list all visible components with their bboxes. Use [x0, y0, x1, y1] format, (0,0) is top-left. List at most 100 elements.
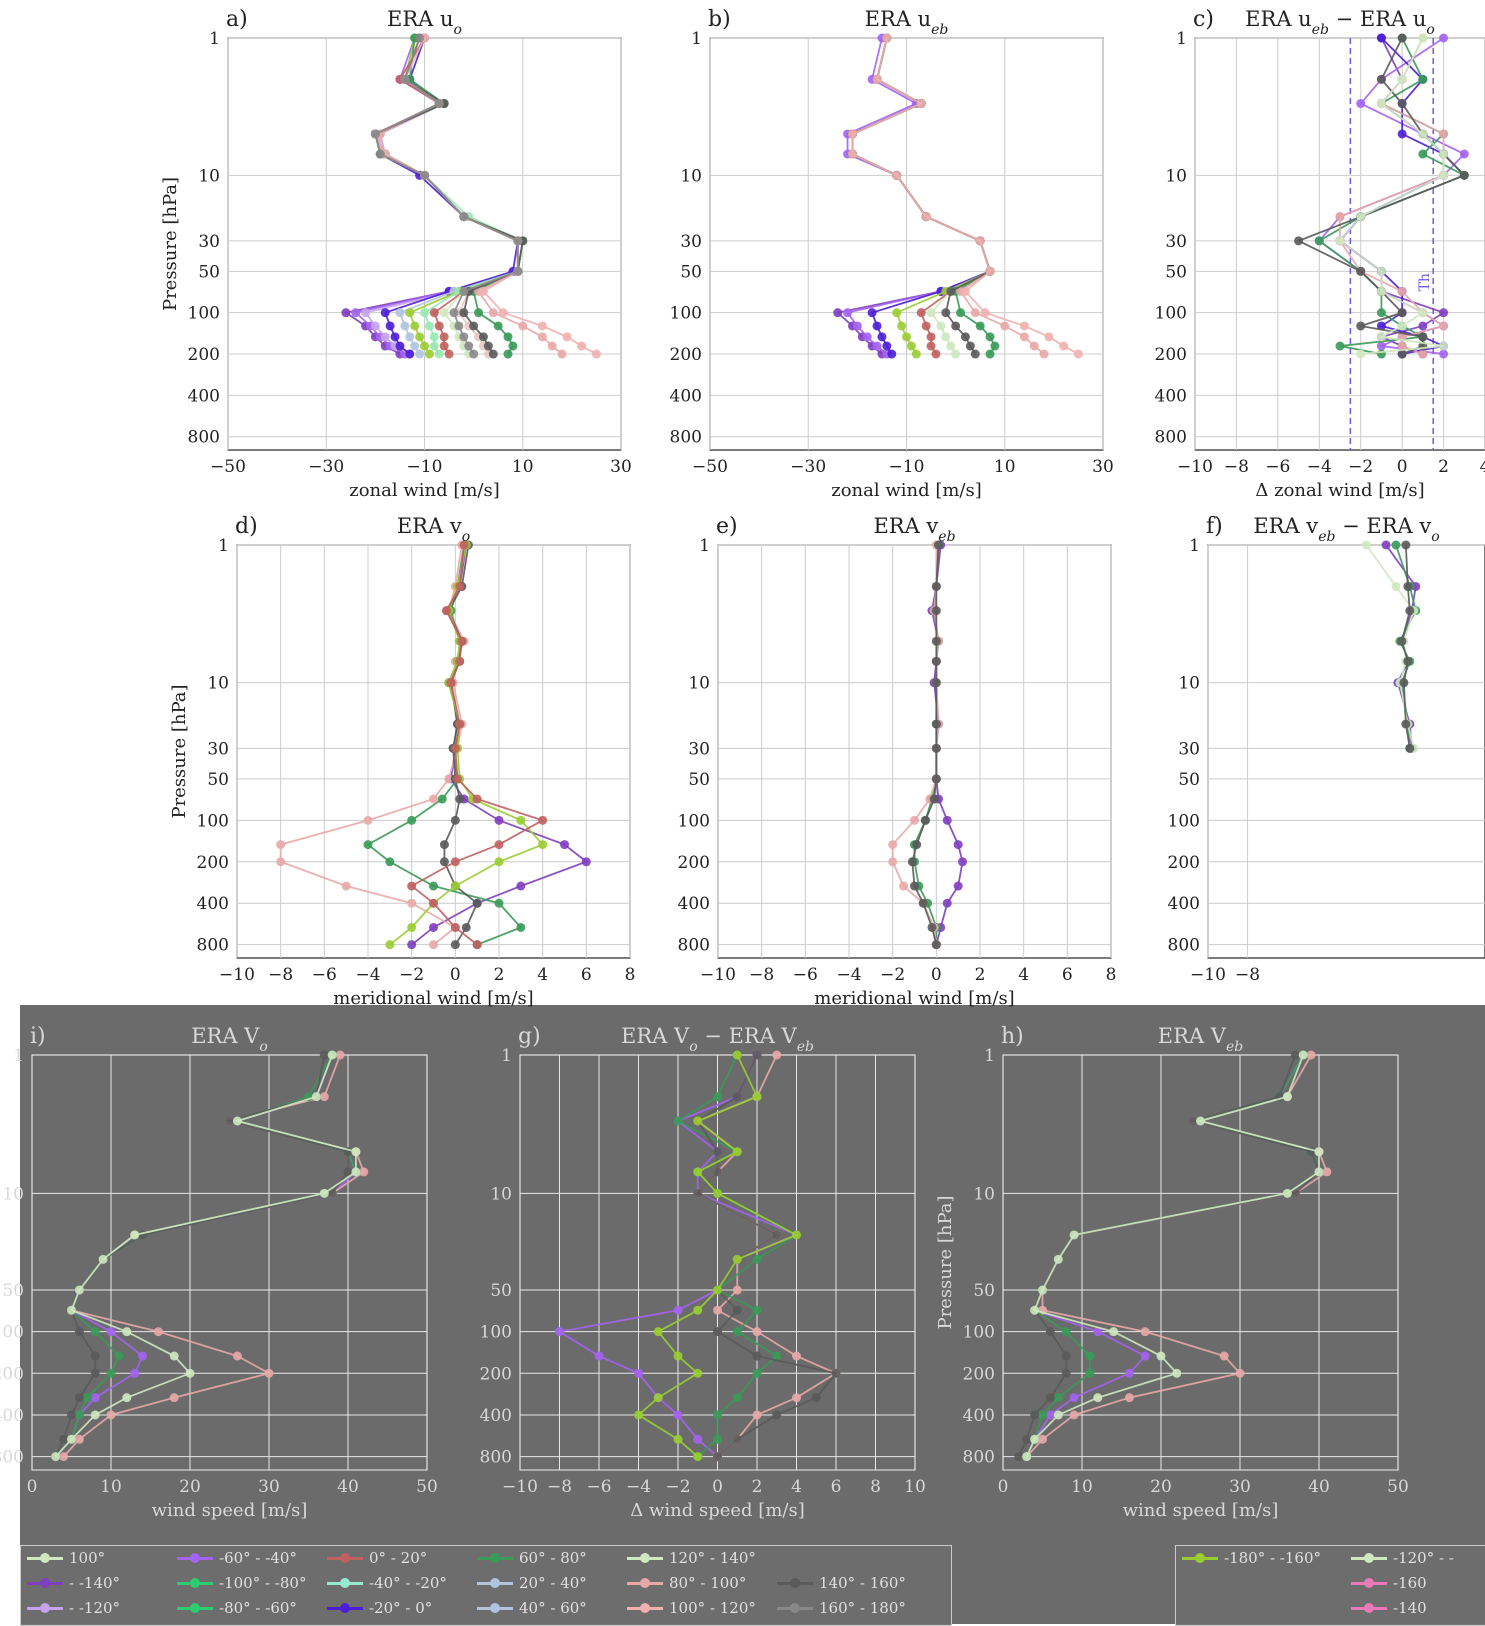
x-axis-label: meridional wind [m/s] [333, 988, 533, 1009]
data-point [1039, 349, 1049, 359]
x-tick-label: 4 [537, 965, 548, 985]
x-tick-label: 6 [831, 1477, 842, 1497]
data-point [459, 308, 469, 318]
data-point [503, 332, 513, 342]
data-point [1085, 1368, 1095, 1378]
data-point [106, 1327, 116, 1337]
data-point [469, 349, 479, 359]
data-point [1219, 1351, 1229, 1361]
data-point [1045, 1393, 1055, 1403]
y-tick-label: 50 [2, 1281, 24, 1301]
plot-area [236, 544, 631, 959]
data-point [311, 1092, 321, 1102]
data-point [920, 815, 930, 825]
data-point [1403, 656, 1413, 666]
data-point [985, 332, 995, 342]
data-point [918, 898, 928, 908]
panel-label: h) [1001, 1024, 1024, 1049]
data-point [1439, 129, 1449, 139]
data-point [420, 170, 429, 180]
y-tick-label: 100 [1168, 811, 1200, 831]
data-point [653, 1327, 663, 1337]
data-point [537, 332, 547, 342]
data-point [450, 881, 460, 891]
data-point [732, 1254, 742, 1264]
data-point [1439, 349, 1449, 359]
y-tick-label: 1 [209, 29, 220, 49]
x-tick-label: 0 [998, 1477, 1009, 1497]
data-point [990, 341, 1000, 351]
data-point [1397, 74, 1407, 84]
data-point [400, 321, 410, 331]
data-point [892, 170, 902, 180]
data-point [400, 74, 410, 84]
data-point [927, 922, 937, 932]
data-point [444, 774, 454, 784]
data-point [1356, 321, 1366, 331]
data-point [752, 1050, 762, 1060]
y-tick-label: 50 [490, 1281, 512, 1301]
data-point [537, 321, 547, 331]
y-tick-label: 100 [670, 304, 702, 324]
panel-title: ERA veb − ERA vo [1253, 514, 1439, 545]
data-point [1000, 321, 1010, 331]
x-tick-label: −2 [399, 965, 424, 985]
data-point [1322, 1167, 1332, 1177]
data-point [122, 1393, 132, 1403]
data-point [882, 33, 892, 43]
data-point [1418, 321, 1428, 331]
data-point [1061, 1368, 1071, 1378]
data-point [975, 321, 985, 331]
data-point [449, 308, 459, 318]
data-point [732, 1050, 742, 1060]
data-point [74, 1393, 84, 1403]
data-point [363, 840, 373, 850]
legend-entry: -80° - -60° [177, 1599, 297, 1617]
data-point [341, 308, 351, 318]
data-point [1397, 341, 1407, 351]
legend-entry: 120° - 140° [627, 1549, 756, 1567]
data-point [434, 99, 444, 109]
x-tick-label: 30 [258, 1477, 280, 1497]
y-tick-label: 30 [1165, 232, 1187, 252]
data-point [264, 1368, 274, 1378]
legend-swatch [477, 1577, 513, 1588]
legend-entry: 100° - 120° [627, 1599, 756, 1617]
data-point [951, 349, 961, 359]
legend-swatch [177, 1602, 213, 1613]
data-point [1397, 349, 1407, 359]
data-point [341, 881, 351, 891]
legend-entry: 160° - 180° [777, 1599, 906, 1617]
data-point [1381, 540, 1391, 550]
panel-label: a) [226, 7, 248, 32]
y-tick-label: 30 [1178, 739, 1200, 759]
data-point [439, 332, 449, 342]
data-point [450, 815, 460, 825]
data-point [351, 1167, 361, 1177]
data-point [407, 881, 417, 891]
legend-entry: -180° - -160° [1182, 1549, 1321, 1567]
data-point [1397, 129, 1407, 139]
data-point [1376, 332, 1386, 342]
y-tick-label: 400 [1168, 894, 1200, 914]
legend-left: 100° -60° - -40° 0° - 20° 60° - 80° 120° - 1… [20, 1545, 952, 1626]
legend-label: -180° - -160° [1224, 1549, 1322, 1567]
y-axis-label: Pressure [hPa] [160, 177, 181, 311]
data-point [1029, 341, 1039, 351]
data-point [899, 881, 909, 891]
data-point [518, 321, 528, 331]
x-tick-label: −10 [1177, 457, 1213, 477]
data-point [1405, 743, 1415, 753]
legend-label: -60° - -40° [219, 1549, 297, 1567]
data-point [319, 1050, 329, 1060]
data-point [547, 341, 557, 351]
data-point [910, 815, 919, 825]
data-point [1418, 332, 1428, 342]
data-point [74, 1410, 84, 1420]
data-point [429, 308, 439, 318]
data-point [1376, 266, 1386, 276]
data-point [953, 881, 963, 891]
data-point [493, 321, 503, 331]
data-point [444, 349, 454, 359]
y-tick-label: 200 [678, 853, 710, 873]
